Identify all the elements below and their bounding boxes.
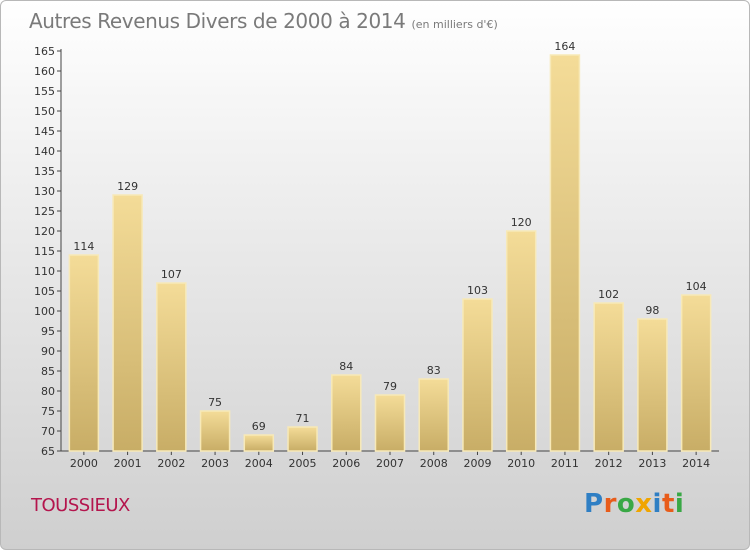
x-tick-label: 2010 [507, 457, 535, 470]
bar [243, 434, 275, 452]
value-label: 84 [339, 360, 353, 373]
bar [593, 302, 624, 452]
value-label: 164 [554, 40, 575, 53]
chart-subtitle: (en milliers d'€) [411, 18, 498, 31]
bar [549, 54, 581, 452]
value-label: 71 [296, 412, 310, 425]
bar [112, 194, 143, 452]
y-tick-label: 90 [41, 345, 55, 358]
logo-letter: r [603, 489, 617, 519]
y-tick-label: 85 [41, 365, 55, 378]
value-label: 69 [252, 420, 266, 433]
x-tick-label: 2004 [245, 457, 273, 470]
proxiti-logo: Proxiti [584, 489, 684, 519]
x-tick-label: 2000 [70, 457, 98, 470]
y-tick-label: 120 [34, 225, 55, 238]
logo-letter: i [674, 489, 685, 519]
y-tick-label: 125 [34, 205, 55, 218]
y-tick-label: 75 [41, 405, 55, 418]
y-tick-label: 70 [41, 425, 55, 438]
y-tick-label: 105 [34, 285, 55, 298]
x-tick-label: 2008 [420, 457, 448, 470]
bar [199, 410, 231, 452]
value-label: 104 [686, 280, 707, 293]
bars [68, 54, 712, 452]
x-tick-label: 2009 [463, 457, 491, 470]
x-tick-label: 2007 [376, 457, 404, 470]
logo-letter: i [652, 489, 662, 519]
y-tick-label: 95 [41, 325, 55, 338]
value-label: 75 [208, 396, 222, 409]
value-label: 120 [511, 216, 532, 229]
y-tick-label: 80 [41, 385, 55, 398]
y-tick-label: 110 [34, 265, 55, 278]
commune-name: TOUSSIEUX [31, 495, 130, 516]
y-tick-label: 130 [34, 185, 55, 198]
logo-letter: x [635, 489, 653, 519]
y-tick-label: 145 [34, 125, 55, 138]
value-label: 98 [645, 304, 659, 317]
axes: 65 70 75 80 85 90 95 100 105 110 115 120 125 130 135 14… [34, 45, 719, 470]
value-labels: 114 129 107 75 69 71 84 79 83 103 120 164 102 98 104 [73, 40, 706, 433]
value-label: 103 [467, 284, 488, 297]
bar [637, 318, 668, 452]
x-tick-label: 2006 [332, 457, 360, 470]
x-tick-label: 2013 [638, 457, 666, 470]
y-tick-label: 165 [34, 45, 55, 58]
value-label: 107 [161, 268, 182, 281]
bar [505, 230, 537, 452]
bar [156, 282, 187, 452]
x-tick-label: 2002 [157, 457, 185, 470]
value-label: 114 [73, 240, 94, 253]
y-tick-label: 135 [34, 165, 55, 178]
value-label: 83 [427, 364, 441, 377]
y-tick-label: 160 [34, 65, 55, 78]
chart-title-text: Autres Revenus Divers de 2000 à 2014 [29, 9, 406, 33]
y-tick-label: 115 [34, 245, 55, 258]
bar [68, 254, 100, 452]
chart-title: Autres Revenus Divers de 2000 à 2014 (en … [29, 9, 498, 33]
logo-letter: t [661, 489, 675, 519]
y-tick-label: 140 [34, 145, 55, 158]
x-tick-label: 2011 [551, 457, 579, 470]
bar [462, 298, 493, 452]
logo-letter: P [584, 489, 604, 519]
bar [680, 294, 712, 452]
value-label: 102 [598, 288, 619, 301]
x-tick-label: 2005 [289, 457, 317, 470]
x-tick-label: 2014 [682, 457, 710, 470]
x-tick-label: 2003 [201, 457, 229, 470]
logo-letter: o [616, 489, 636, 519]
y-tick-label: 150 [34, 105, 55, 118]
y-tick-label: 155 [34, 85, 55, 98]
value-label: 79 [383, 380, 397, 393]
bar [374, 394, 406, 452]
bar [331, 374, 362, 452]
y-tick-label: 65 [41, 445, 55, 458]
bar [418, 378, 449, 452]
bar [287, 426, 318, 452]
x-tick-label: 2012 [595, 457, 623, 470]
y-tick-label: 100 [34, 305, 55, 318]
value-label: 129 [117, 180, 138, 193]
x-tick-label: 2001 [114, 457, 142, 470]
